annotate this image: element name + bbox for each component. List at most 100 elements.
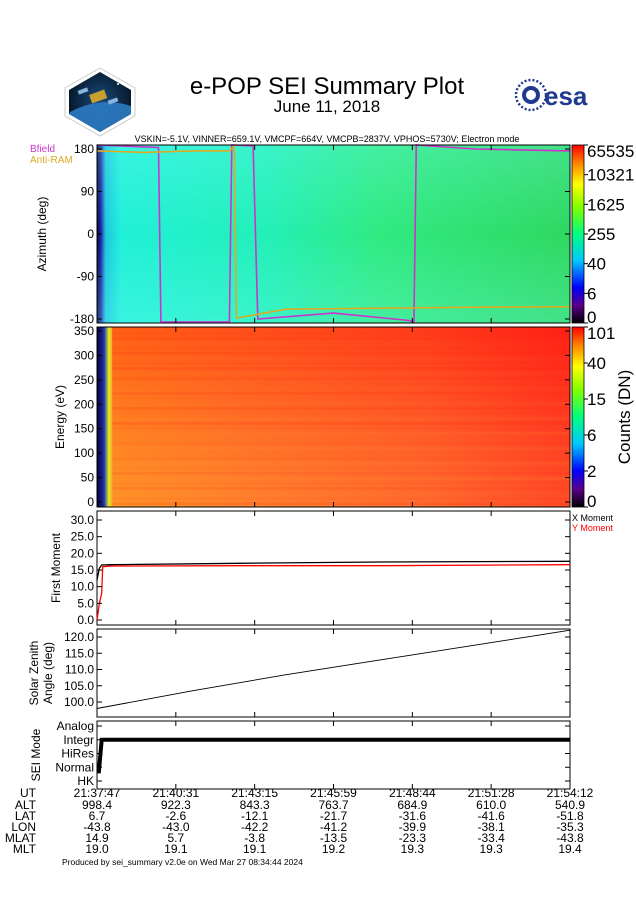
solar-zenith-y-tick-label: 100.0 [64,695,94,709]
colorbar-tick-label: 15 [587,390,606,409]
azimuth-y-label: Azimuth (deg) [35,197,49,272]
energy-row-stripe [112,407,570,410]
ephemeris-cell: -33.4 [477,831,505,845]
energy-row-stripe [112,422,570,425]
energy-row-stripe [112,447,570,450]
sei-mode-y-tick-label: HiRes [61,747,94,761]
energy-row-stripe [112,497,570,500]
sei-mode-x-ticks [96,721,571,789]
ephemeris-cell: 763.7 [318,798,348,812]
ephemeris-cell: 19.3 [401,842,425,856]
azimuth-y-tick-label: 0 [87,227,94,241]
y-moment-line [96,564,571,621]
first-moment-y-label: First Moment [49,532,63,603]
ephemeris-cell: 21:43:15 [231,786,278,800]
first-moment-y-tick-label: 20.0 [71,546,95,560]
first-moment-y-ticks: 30.0 25.0 20.0 15.0 10.0 5.0 0.0 [71,513,570,627]
colorbar-tick-label: 10321 [587,166,634,185]
sei-mode-y-tick-label: Normal [55,760,94,774]
ephemeris-cell: -43.0 [162,820,190,834]
ephemeris-row-label: MLAT [5,831,37,845]
azimuth-colorbar: 65535 10321 1625 255 40 6 0 [571,142,634,327]
sei-mode-y-tick-label: Analog [57,719,94,733]
instrument-settings: VSKIN=-5.1V, VINNER=659.1V, VMCPF=664V, … [135,134,520,144]
plot-title: e-POP SEI Summary Plot [190,73,465,100]
ephemeris-cell: 5.7 [167,831,184,845]
solar-zenith-y-tick-label: 105.0 [64,679,94,693]
energy-row-stripe [112,367,570,370]
colorbar-tick-label: 101 [587,324,615,343]
ephemeris-row-label: ALT [15,798,37,812]
ephemeris-cell: -41.2 [320,820,348,834]
energy-y-label: Energy (eV) [53,385,67,449]
ephemeris-cell: -23.3 [399,831,427,845]
solar-zenith-x-ticks [96,629,571,717]
energy-y-tick-label: 50 [81,471,95,485]
ephemeris-cell: -12.1 [241,809,269,823]
energy-row-stripe [112,342,570,345]
sei-mode-y-tick-label: HK [77,774,94,788]
energy-y-tick-label: 200 [74,397,94,411]
solar-zenith-y-label-2: Angle (deg) [41,642,55,704]
energy-row-stripe [112,487,570,490]
esa-logo-text: esa [544,81,588,111]
first-moment-y-tick-label: 25.0 [71,530,95,544]
energy-row-stripe [112,457,570,460]
ephemeris-cell: -39.9 [399,820,427,834]
azimuth-y-tick-label: 180 [74,142,94,156]
energy-row-stripe [112,472,570,475]
energy-y-tick-label: 250 [74,373,94,387]
colorbar-tick-label: 0 [587,492,596,511]
ephemeris-cell: 21:51:28 [468,786,515,800]
ephemeris-cell: 19.2 [322,842,346,856]
ephemeris-cell: -41.6 [477,809,505,823]
first-moment-y-tick-label: 0.0 [77,613,94,627]
ephemeris-cell: -38.1 [477,820,505,834]
azimuth-y-tick-label: -180 [70,312,94,326]
legend-antiram-label: Anti-RAM [30,155,73,166]
energy-row-stripe [112,357,570,360]
energy-row-stripe [112,402,570,405]
colorbar-tick-label: 40 [587,354,606,373]
energy-row-stripe [112,482,570,485]
ephemeris-table: UTALTLATLONMLATMLT21:37:47998.46.7-43.81… [5,786,594,856]
solar-zenith-y-tick-label: 110.0 [65,663,94,677]
ephemeris-cell: -35.3 [556,820,584,834]
energy-y-tick-label: 300 [74,348,94,362]
ephemeris-cell: 19.1 [243,842,267,856]
ephemeris-cell: 14.9 [85,831,109,845]
ephemeris-cell: 610.0 [476,798,506,812]
legend-bfield-label: Bfield [30,144,55,155]
antiram-track [96,144,571,320]
energy-row-stripe [112,372,570,375]
ephemeris-cell: -3.8 [244,831,265,845]
energy-row-stripe [112,387,570,390]
ephemeris-row-label: LAT [15,809,37,823]
sei-mode-y-label: SEI Mode [29,728,43,781]
solar-zenith-y-tick-label: 115.0 [65,646,94,660]
energy-y-tick-label: 0 [87,495,94,509]
energy-row-stripe [112,417,570,420]
energy-colorbar: 101 40 15 6 2 0 Counts (DN) [571,324,634,511]
energy-row-stripe [112,397,570,400]
energy-y-tick-label: 150 [74,422,94,436]
energy-row-stripe [112,442,570,445]
solar-zenith-line [96,629,571,709]
energy-row-stripe [112,377,570,380]
energy-row-stripe [112,427,570,430]
ephemeris-cell: 19.4 [558,842,582,856]
counts-label: Counts (DN) [615,370,634,464]
ephemeris-cell: 21:54:12 [547,786,594,800]
solar-zenith-y-label-1: Solar Zenith [27,641,41,706]
colorbar-tick-label: 6 [587,284,596,303]
ephemeris-cell: 19.3 [479,842,503,856]
ephemeris-cell: -2.6 [165,809,186,823]
produced-by: Produced by sei_summary v2.0e on Wed Mar… [62,857,303,867]
energy-x-ticks [96,327,571,507]
energy-row-stripe [112,412,570,415]
ephemeris-cell: 19.1 [164,842,188,856]
ephemeris-cell: 21:40:31 [152,786,199,800]
first-moment-x-ticks [96,511,571,625]
